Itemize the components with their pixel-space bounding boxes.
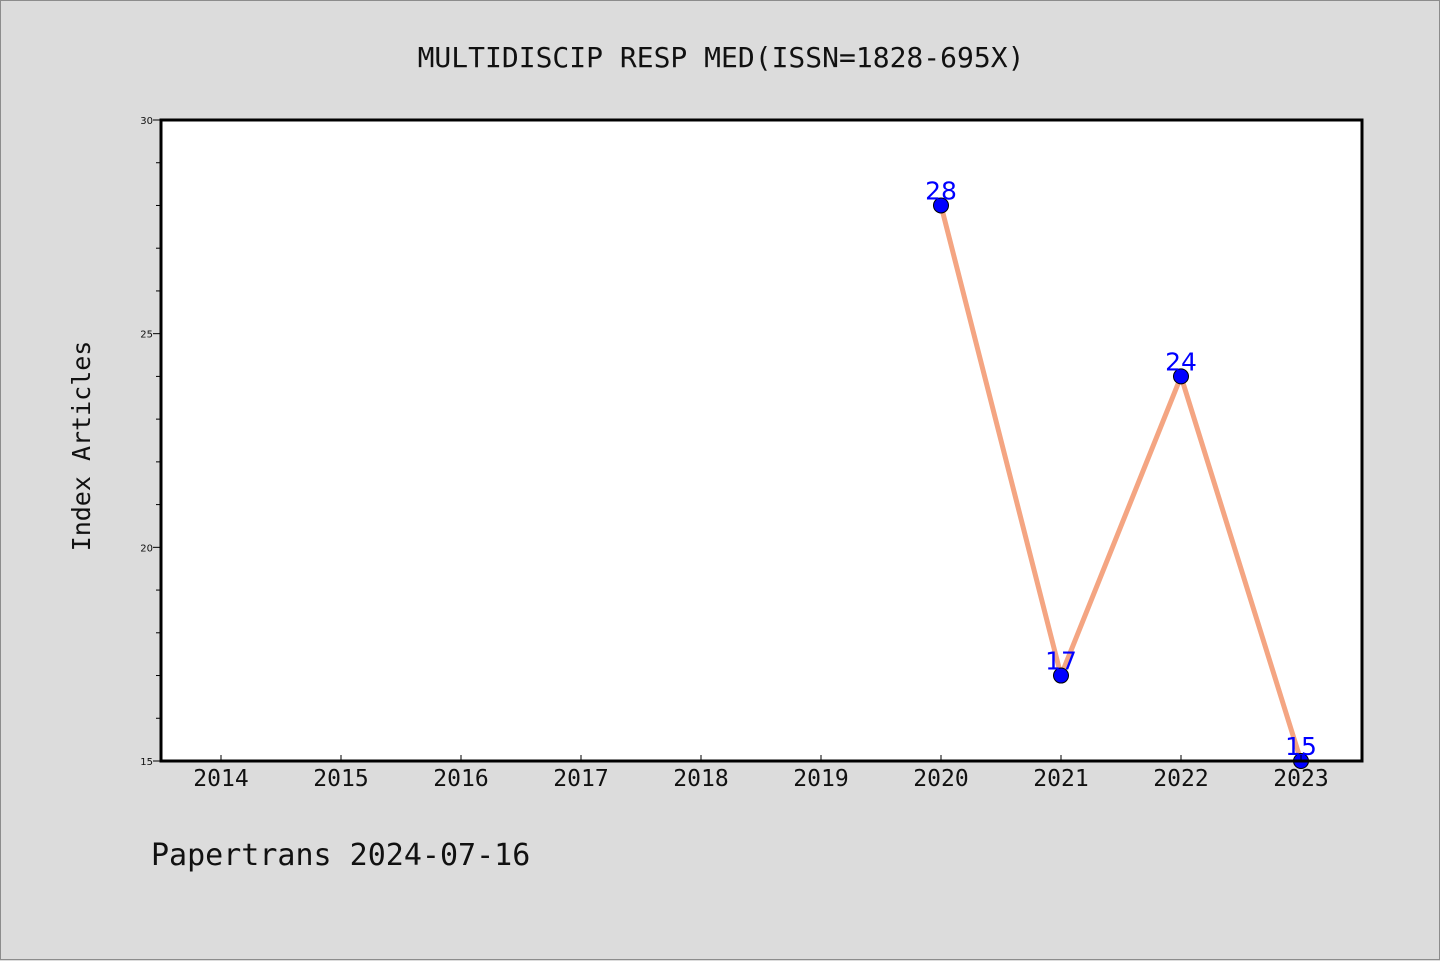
x-tick-label: 2017 (553, 766, 608, 792)
data-point (1053, 667, 1069, 684)
chart-title: MULTIDISCIP RESP MED(ISSN=1828-695X) (418, 41, 1025, 74)
x-tick-label: 2018 (673, 766, 728, 792)
plot-area (161, 120, 1362, 761)
x-tick-label: 2022 (1153, 766, 1208, 792)
x-tick-label: 2014 (193, 766, 248, 792)
footer-date: Papertrans 2024-07-16 (151, 838, 530, 873)
x-tick-label: 2023 (1273, 766, 1328, 792)
data-label: 24 (1165, 347, 1197, 376)
y-tick-label: 15 (140, 757, 153, 768)
data-label: 28 (925, 176, 957, 205)
x-tick-label: 2015 (313, 766, 368, 792)
y-tick-label: 20 (140, 543, 153, 554)
x-tick-label: 2020 (913, 766, 968, 792)
x-tick-label: 2019 (793, 766, 848, 792)
y-tick-label: 25 (140, 330, 153, 341)
y-axis-label: Index Articles (67, 341, 96, 552)
y-axis-ticks: 15 20 25 30 (140, 116, 161, 768)
data-label: 17 (1045, 647, 1077, 676)
x-axis-ticks: 2014 2015 2016 2017 2018 2019 2020 2021 2022 2023 (193, 755, 1329, 792)
plot-border (159, 118, 1364, 763)
x-tick-label: 2021 (1033, 766, 1088, 792)
x-tick-label: 2016 (433, 766, 488, 792)
data-point (1173, 368, 1189, 385)
data-point (933, 197, 949, 214)
series-line (938, 204, 1304, 762)
y-tick-label: 30 (140, 116, 153, 127)
